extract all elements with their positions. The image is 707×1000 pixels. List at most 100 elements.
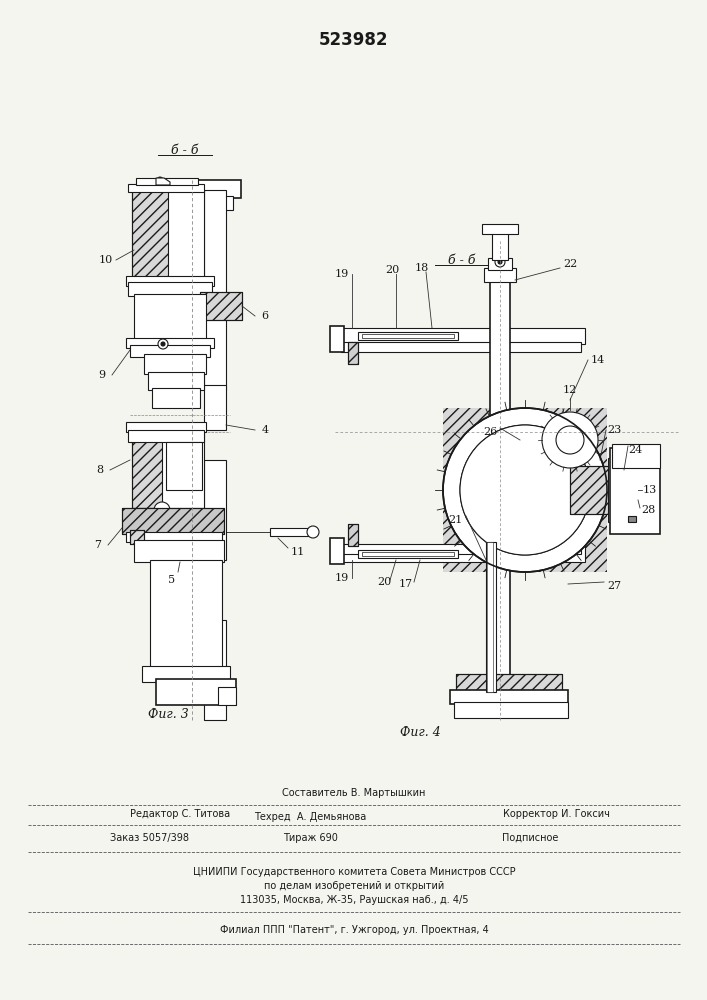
Bar [130, 345, 210, 357]
Bar [200, 292, 242, 320]
Text: б - б: б - б [171, 143, 199, 156]
Text: Фиг. 4: Фиг. 4 [399, 726, 440, 738]
Text: 11: 11 [291, 547, 305, 557]
Bar [126, 338, 214, 348]
Bar [330, 326, 344, 352]
Bar [490, 280, 510, 680]
Bar [132, 428, 164, 508]
Text: 6: 6 [262, 311, 269, 321]
Bar [358, 550, 458, 558]
Bar [176, 208, 211, 242]
Bar [166, 442, 202, 490]
Circle shape [498, 260, 502, 264]
Text: Корректор И. Гоксич: Корректор И. Гоксич [503, 809, 609, 819]
Text: Фиг. 3: Фиг. 3 [148, 708, 188, 722]
Bar [484, 268, 516, 282]
Bar [134, 540, 224, 562]
Text: 9: 9 [98, 370, 105, 380]
Text: б - б: б - б [448, 253, 476, 266]
Text: 27: 27 [607, 581, 621, 591]
Bar [122, 508, 224, 534]
Text: 4: 4 [262, 425, 269, 435]
Text: 19: 19 [335, 573, 349, 583]
Bar [155, 196, 233, 210]
Bar [348, 524, 358, 546]
Text: 24: 24 [628, 445, 642, 455]
Bar [443, 408, 607, 572]
Bar [335, 328, 585, 344]
Text: Составитель В. Мартышкин: Составитель В. Мартышкин [282, 788, 426, 798]
Text: Подписное: Подписное [502, 833, 559, 843]
Text: ЦНИИПИ Государственного комитета Совета Министров СССР: ЦНИИПИ Государственного комитета Совета … [193, 867, 515, 877]
Bar [612, 444, 660, 468]
Bar [570, 466, 612, 514]
Bar [362, 552, 454, 556]
Circle shape [161, 342, 165, 346]
Bar [152, 388, 200, 408]
Circle shape [460, 425, 590, 555]
Bar [148, 372, 204, 390]
Bar [144, 354, 206, 374]
Bar [200, 292, 242, 320]
Bar [330, 538, 344, 564]
Bar [628, 516, 636, 522]
Bar [456, 674, 562, 692]
Bar [456, 674, 562, 692]
Bar [348, 524, 358, 546]
Bar [218, 687, 236, 705]
Bar [162, 428, 204, 508]
Text: Техред  А. Демьянова: Техред А. Демьянова [254, 812, 366, 822]
Bar [128, 184, 204, 192]
Text: 5: 5 [168, 575, 175, 585]
Text: 523982: 523982 [320, 31, 389, 49]
Circle shape [495, 257, 505, 267]
Text: 26: 26 [483, 427, 497, 437]
Text: 17: 17 [399, 579, 413, 589]
Bar [122, 508, 224, 534]
Bar [136, 178, 198, 185]
Circle shape [556, 426, 584, 454]
Bar [362, 334, 454, 338]
Circle shape [542, 412, 598, 468]
Bar [608, 458, 634, 522]
Text: Тираж 690: Тираж 690 [283, 833, 337, 843]
Bar [454, 702, 568, 718]
Polygon shape [156, 178, 170, 185]
Text: по делам изобретений и открытий: по делам изобретений и открытий [264, 881, 444, 891]
Text: 22: 22 [563, 259, 577, 269]
Bar [450, 690, 568, 704]
Bar [341, 342, 581, 352]
Text: Филиал ППП "Патент", г. Ужгород, ул. Проектная, 4: Филиал ППП "Патент", г. Ужгород, ул. Про… [220, 925, 489, 935]
Bar [132, 190, 170, 280]
Bar [335, 546, 585, 562]
Text: 113035, Москва, Ж-35, Раушская наб., д. 4/5: 113035, Москва, Ж-35, Раушская наб., д. … [240, 895, 468, 905]
Bar [150, 560, 222, 670]
Bar [348, 342, 358, 364]
Bar [134, 294, 206, 342]
Bar [182, 239, 205, 255]
Bar [486, 542, 496, 692]
Text: 28: 28 [641, 505, 655, 515]
Circle shape [154, 502, 170, 518]
Text: 7: 7 [95, 540, 102, 550]
Bar [348, 342, 358, 364]
Bar [204, 190, 226, 390]
Bar [488, 258, 512, 270]
Text: 19: 19 [335, 269, 349, 279]
Bar [270, 528, 308, 536]
Text: 20: 20 [377, 577, 391, 587]
Bar [132, 190, 170, 280]
Bar [126, 532, 222, 542]
Bar [168, 190, 204, 280]
Bar [147, 180, 241, 198]
Text: 13: 13 [643, 485, 657, 495]
Bar [128, 430, 204, 442]
Text: 18: 18 [415, 263, 429, 273]
Circle shape [158, 339, 168, 349]
Text: 21: 21 [448, 515, 462, 525]
Bar [204, 620, 226, 720]
Bar [130, 530, 144, 544]
Text: Редактор С. Титова: Редактор С. Титова [130, 809, 230, 819]
Circle shape [443, 408, 607, 572]
Bar [610, 448, 660, 534]
